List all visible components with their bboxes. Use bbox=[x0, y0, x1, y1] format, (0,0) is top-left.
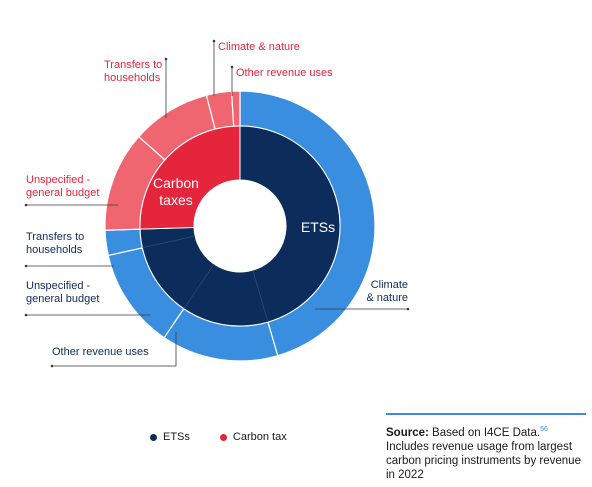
callout-dot-ct-unspec bbox=[24, 203, 28, 207]
callout-label-ct-unspec: general budget bbox=[26, 187, 99, 199]
source-description: Includes revenue usage from largest carb… bbox=[386, 440, 581, 481]
callout-label-ct-transfers: Transfers to bbox=[104, 59, 162, 71]
callout-label-ets-other: Other revenue uses bbox=[52, 346, 149, 358]
callout-dot-ct-other bbox=[230, 65, 234, 69]
callout-label-ets-climate: & nature bbox=[366, 292, 408, 304]
inner-label-carbon-taxes-line: Carbon bbox=[153, 175, 199, 191]
callout-dot-ct-transfers bbox=[164, 57, 168, 61]
inner-slice-carbon-tax bbox=[139, 125, 241, 230]
outer-slice-carbon-tax-other-revenue-uses bbox=[230, 90, 241, 127]
source-footnote: 56 bbox=[540, 426, 548, 433]
inner-divider-line bbox=[142, 235, 196, 249]
legend-item-carbon-tax: Carbon tax bbox=[219, 431, 287, 443]
callout-label-ct-other: Other revenue uses bbox=[236, 67, 333, 79]
callout-label-ets-unspec: Unspecified - bbox=[26, 280, 91, 292]
callout-label-ct-climate: Climate & nature bbox=[218, 41, 300, 53]
inner-ring bbox=[139, 125, 341, 327]
inner-label-carbon-taxes-line: taxes bbox=[159, 192, 192, 208]
callout-dot-ets-other bbox=[50, 364, 54, 368]
callout-label-ct-unspec: Unspecified - bbox=[26, 174, 91, 186]
legend: ETSs Carbon tax bbox=[150, 431, 287, 443]
inner-divider-line bbox=[183, 263, 215, 309]
callout-dot-ets-unspec bbox=[24, 313, 28, 317]
callout-label-ets-unspec: general budget bbox=[26, 293, 99, 305]
source-label: Source: bbox=[386, 426, 429, 439]
legend-item-ets: ETSs bbox=[150, 431, 190, 443]
callout-dot-ets-transfers bbox=[24, 264, 28, 268]
callout-label-ct-transfers: households bbox=[104, 72, 161, 84]
callout-line-ets-other bbox=[52, 332, 177, 367]
legend-label-ets: ETSs bbox=[163, 431, 190, 443]
callout-label-ets-transfers: Transfers to bbox=[26, 231, 84, 243]
callout-dot-ct-climate bbox=[212, 39, 216, 43]
inner-slice-etss bbox=[139, 125, 341, 327]
callout-lines bbox=[24, 39, 410, 368]
inner-divider-line bbox=[252, 270, 269, 323]
source-note: Source: Based on I4CE Data.56 Includes r… bbox=[386, 413, 586, 482]
source-text: Based on I4CE Data. bbox=[428, 426, 541, 439]
callout-label-ets-transfers: households bbox=[26, 244, 83, 256]
inner-label-ets: ETSs bbox=[301, 219, 335, 235]
callout-dot-ets-climate bbox=[406, 307, 410, 311]
callout-label-ets-climate: Climate bbox=[371, 279, 408, 291]
legend-swatch-ets bbox=[150, 433, 157, 441]
legend-swatch-carbon-tax bbox=[219, 433, 227, 441]
legend-label-carbon-tax: Carbon tax bbox=[232, 431, 287, 443]
